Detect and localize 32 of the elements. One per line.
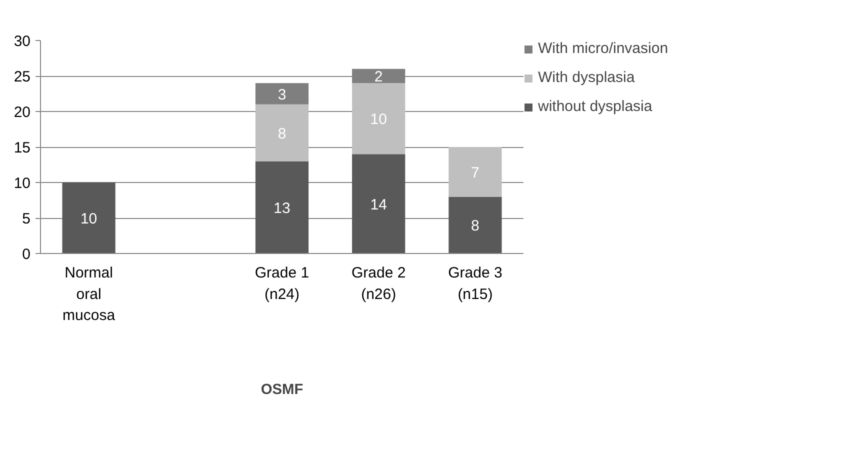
data-label: 8: [471, 218, 480, 235]
x-tick-label: Grade 2 (n26): [352, 264, 406, 303]
y-tick-label: 0: [22, 246, 30, 263]
y-tick-label: 10: [14, 175, 31, 192]
data-label: 14: [370, 196, 387, 214]
x-axis-title: OSMF: [260, 382, 304, 398]
bar: [352, 83, 406, 154]
bar: [448, 196, 502, 254]
x-tick-label: Normal oral mucosa: [62, 264, 116, 324]
data-label: 2: [374, 68, 383, 86]
bar: [255, 104, 309, 162]
bar: [255, 161, 309, 254]
data-label: 7: [471, 164, 480, 182]
legend-label: With dysplasia: [538, 69, 635, 86]
x-tick-label: Grade 3 (n15): [448, 264, 502, 303]
data-label: 10: [370, 111, 387, 128]
x-tick-label: Grade 1 (n24): [254, 264, 310, 303]
y-tick-label: 5: [22, 210, 30, 228]
y-tick-label: 30: [14, 33, 31, 50]
legend-label: With micro/invasion: [538, 40, 668, 57]
y-tick-label: 20: [14, 104, 31, 121]
data-label: 10: [80, 210, 98, 228]
data-label: 13: [274, 200, 290, 217]
data-label: 8: [278, 125, 286, 142]
data-label: 3: [278, 86, 286, 104]
bar: [255, 83, 309, 104]
y-tick-label: 15: [14, 140, 31, 156]
y-tick-label: 25: [14, 68, 31, 86]
bar: [352, 154, 406, 254]
legend-label: without dysplasia: [538, 98, 652, 115]
bar: [62, 182, 116, 254]
bar: [448, 147, 502, 197]
